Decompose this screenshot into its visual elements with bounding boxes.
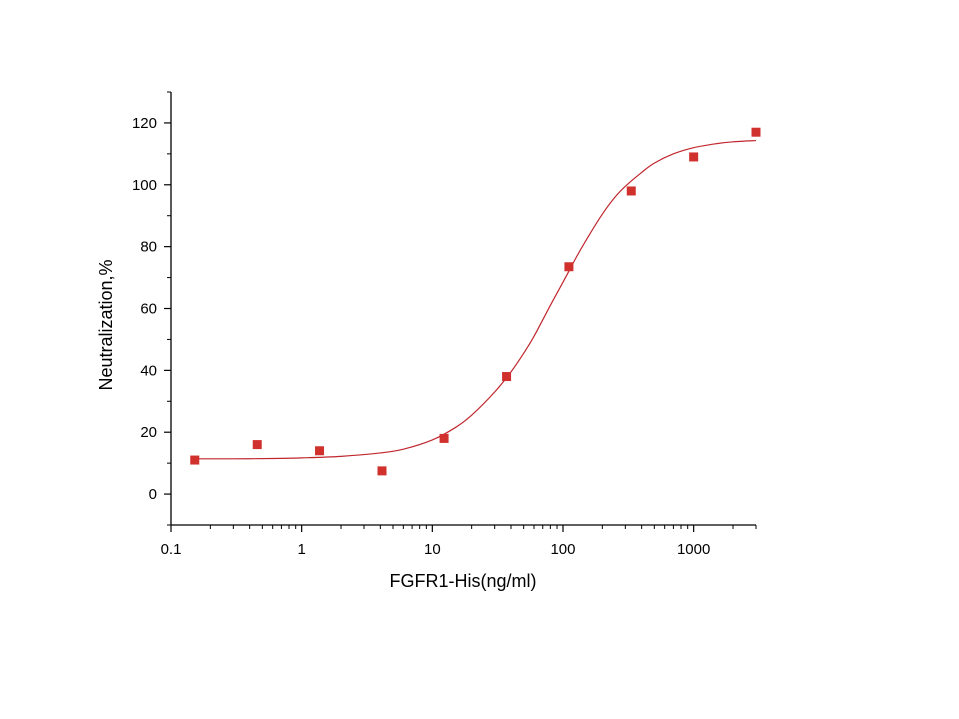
y-tick-label: 20: [140, 424, 157, 441]
y-tick-label: 120: [132, 115, 157, 132]
y-tick-label: 40: [140, 362, 157, 379]
data-point: [315, 446, 325, 456]
x-tick-label: 10: [424, 541, 441, 558]
y-axis: 0 20 40 60 80 100 120: [132, 91, 171, 526]
data-point: [689, 152, 699, 162]
y-axis-title: Neutralization,%: [96, 259, 116, 390]
data-point: [564, 262, 574, 272]
y-tick-label: 80: [140, 239, 157, 256]
data-point: [626, 186, 636, 196]
data-point: [439, 433, 449, 443]
x-tick-label: 100: [550, 541, 575, 558]
data-point: [190, 455, 200, 465]
data-point: [377, 466, 387, 476]
data-point: [252, 440, 262, 450]
data-point: [751, 127, 761, 137]
data-point: [502, 372, 512, 382]
y-tick-label: 0: [149, 486, 157, 503]
x-axis-title: FGFR1-His(ng/ml): [390, 571, 537, 591]
x-tick-label: 0.1: [161, 541, 182, 558]
y-tick-label: 100: [132, 177, 157, 194]
plot-frame: [170, 92, 756, 526]
fit-curve-line: [194, 139, 757, 460]
x-tick-label: 1: [297, 541, 305, 558]
fit-curve-layer: [194, 139, 757, 460]
data-points-layer: [190, 127, 761, 476]
y-tick-label: 60: [140, 301, 157, 318]
x-tick-label: 1000: [677, 541, 710, 558]
x-axis: 0.1 1 10 100 1000: [161, 525, 757, 558]
